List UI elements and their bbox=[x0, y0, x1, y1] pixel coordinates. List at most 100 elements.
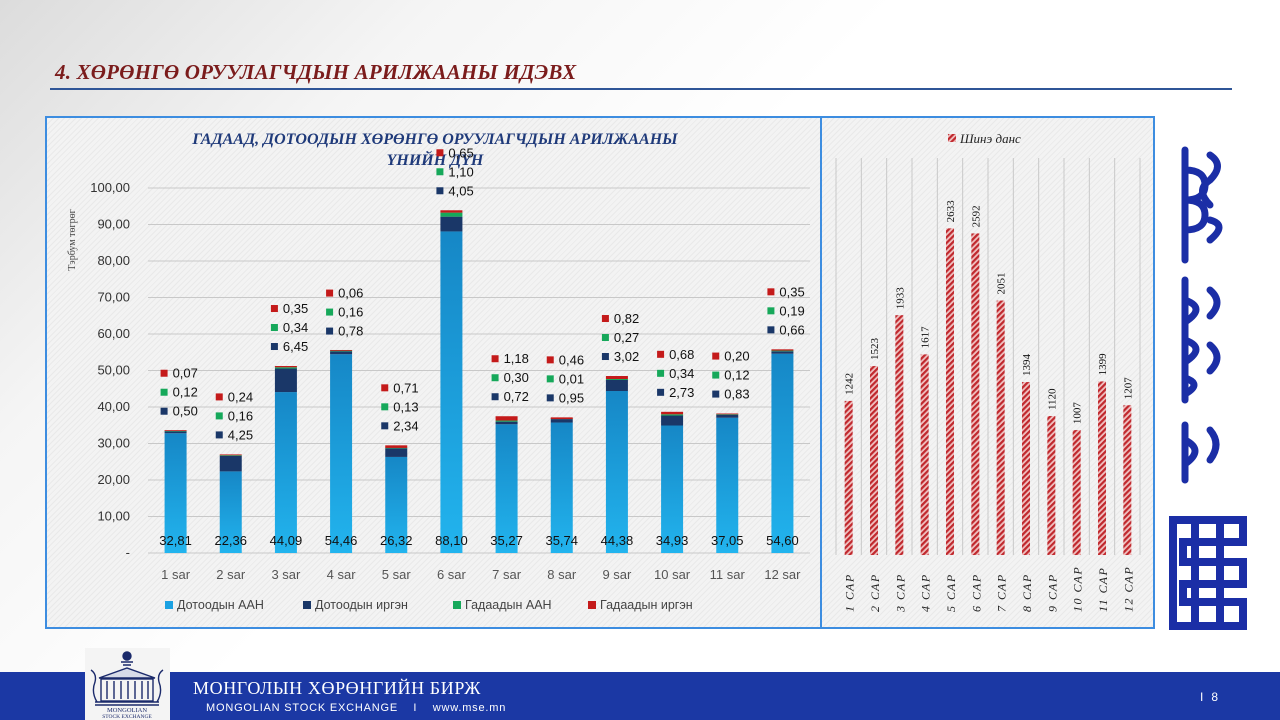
label-marker bbox=[436, 187, 444, 195]
bar-value-label: 1007 bbox=[1072, 402, 1084, 425]
legend-swatch bbox=[588, 601, 596, 609]
bar-segment bbox=[716, 413, 739, 415]
bar-segment bbox=[219, 471, 242, 553]
bar-segment bbox=[550, 417, 573, 420]
data-label-domestic-company: 37,05 bbox=[711, 533, 744, 548]
y-tick-label: 60,00 bbox=[97, 326, 130, 341]
data-label: 0,30 bbox=[504, 370, 529, 385]
x-category-label: 1 sar bbox=[161, 567, 191, 582]
x-category-label: 12 САР bbox=[1121, 566, 1135, 612]
account-bar bbox=[1123, 405, 1132, 555]
bar-value-label: 2633 bbox=[945, 200, 957, 223]
account-bar bbox=[1022, 382, 1030, 555]
bar-segment bbox=[716, 417, 739, 553]
bar-segment bbox=[385, 456, 408, 553]
x-category-label: 1 САР bbox=[843, 573, 857, 612]
bar-value-label: 1617 bbox=[920, 326, 932, 349]
data-label-domestic-company: 22,36 bbox=[214, 533, 247, 548]
bar-segment bbox=[385, 445, 408, 448]
label-marker bbox=[381, 384, 389, 392]
x-category-label: 4 sar bbox=[327, 567, 357, 582]
y-tick-label: - bbox=[126, 545, 130, 560]
bar-segment bbox=[495, 421, 518, 425]
page-number-line: I8 bbox=[1200, 690, 1226, 704]
label-marker bbox=[491, 374, 499, 382]
mse-logo: MONGOLIAN STOCK EXCHANGE bbox=[85, 648, 170, 720]
bar-segment bbox=[605, 391, 628, 553]
data-label: 4,25 bbox=[228, 427, 253, 442]
x-category-label: 12 sar bbox=[764, 567, 801, 582]
label-marker bbox=[657, 388, 665, 396]
label-marker bbox=[546, 375, 554, 383]
label-marker bbox=[601, 353, 609, 361]
data-label: 0,16 bbox=[338, 305, 363, 320]
data-label-domestic-company: 32,81 bbox=[159, 533, 192, 548]
bar-segment bbox=[440, 212, 463, 217]
label-marker bbox=[712, 371, 720, 379]
x-category-label: 5 sar bbox=[382, 567, 412, 582]
bar-value-label: 1120 bbox=[1046, 388, 1058, 410]
bar-segment bbox=[771, 351, 794, 354]
chart-title-line2: ҮНИЙН ДҮН bbox=[387, 150, 484, 169]
data-label: 0,66 bbox=[779, 322, 804, 337]
data-label: 0,71 bbox=[393, 380, 418, 395]
title-divider bbox=[50, 88, 1232, 90]
data-label-domestic-company: 34,93 bbox=[656, 533, 689, 548]
account-bar bbox=[946, 228, 954, 555]
bar-segment bbox=[605, 379, 628, 380]
y-tick-label: 30,00 bbox=[97, 436, 130, 451]
bar-value-label: 1394 bbox=[1021, 354, 1033, 377]
mse-building-icon: MONGOLIAN STOCK EXCHANGE bbox=[90, 651, 164, 720]
data-label: 3,02 bbox=[614, 349, 639, 364]
label-marker bbox=[436, 168, 444, 176]
label-marker bbox=[767, 307, 775, 315]
bar-segment bbox=[274, 367, 297, 369]
x-category-label: 7 САР bbox=[995, 573, 1009, 612]
data-label: 0,27 bbox=[614, 330, 639, 345]
bar-segment bbox=[440, 216, 463, 232]
data-label: 0,12 bbox=[173, 385, 198, 400]
website-link[interactable]: www.mse.mn bbox=[432, 702, 507, 714]
data-label: 1,10 bbox=[448, 164, 473, 179]
label-marker bbox=[270, 305, 278, 313]
bar-segment bbox=[495, 420, 518, 422]
bar-value-label: 1933 bbox=[894, 287, 906, 310]
data-label: 0,34 bbox=[283, 320, 308, 335]
data-label-domestic-company: 26,32 bbox=[380, 533, 413, 548]
label-marker bbox=[215, 393, 223, 401]
data-label: 0,78 bbox=[338, 324, 363, 339]
data-label: 0,06 bbox=[338, 286, 363, 301]
bar-value-label: 1242 bbox=[844, 373, 856, 395]
x-category-label: 4 САР bbox=[919, 573, 933, 612]
label-marker bbox=[601, 334, 609, 342]
label-marker bbox=[215, 431, 223, 439]
label-marker bbox=[657, 369, 665, 377]
label-marker bbox=[160, 407, 168, 415]
legend-label: Дотоодын иргэн bbox=[315, 598, 408, 612]
label-marker bbox=[546, 356, 554, 364]
legend-label: Гадаадын ААН bbox=[465, 598, 552, 612]
data-label: 0,34 bbox=[669, 366, 694, 381]
label-marker bbox=[546, 394, 554, 402]
bar-value-label: 1399 bbox=[1097, 353, 1109, 376]
bar-segment bbox=[274, 392, 297, 553]
data-label: 0,35 bbox=[779, 284, 804, 299]
x-category-label: 11 sar bbox=[710, 567, 746, 582]
data-label: 0,12 bbox=[724, 368, 749, 383]
bar-value-label: 2592 bbox=[970, 205, 982, 227]
account-bar bbox=[1072, 430, 1081, 555]
chart-divider bbox=[820, 117, 822, 628]
data-label: 0,46 bbox=[559, 352, 584, 367]
data-label-domestic-company: 44,09 bbox=[270, 533, 303, 548]
legend-swatch bbox=[453, 601, 461, 609]
data-label: 0,72 bbox=[504, 389, 529, 404]
bar-segment bbox=[661, 425, 684, 553]
data-label: 0,95 bbox=[559, 390, 584, 405]
bar-segment bbox=[164, 431, 187, 434]
account-bar bbox=[1047, 416, 1056, 555]
bar-segment bbox=[495, 424, 518, 553]
page-separator: I bbox=[1200, 690, 1212, 704]
bar-segment bbox=[550, 419, 573, 423]
bar-segment bbox=[495, 416, 518, 421]
label-marker bbox=[436, 149, 444, 157]
